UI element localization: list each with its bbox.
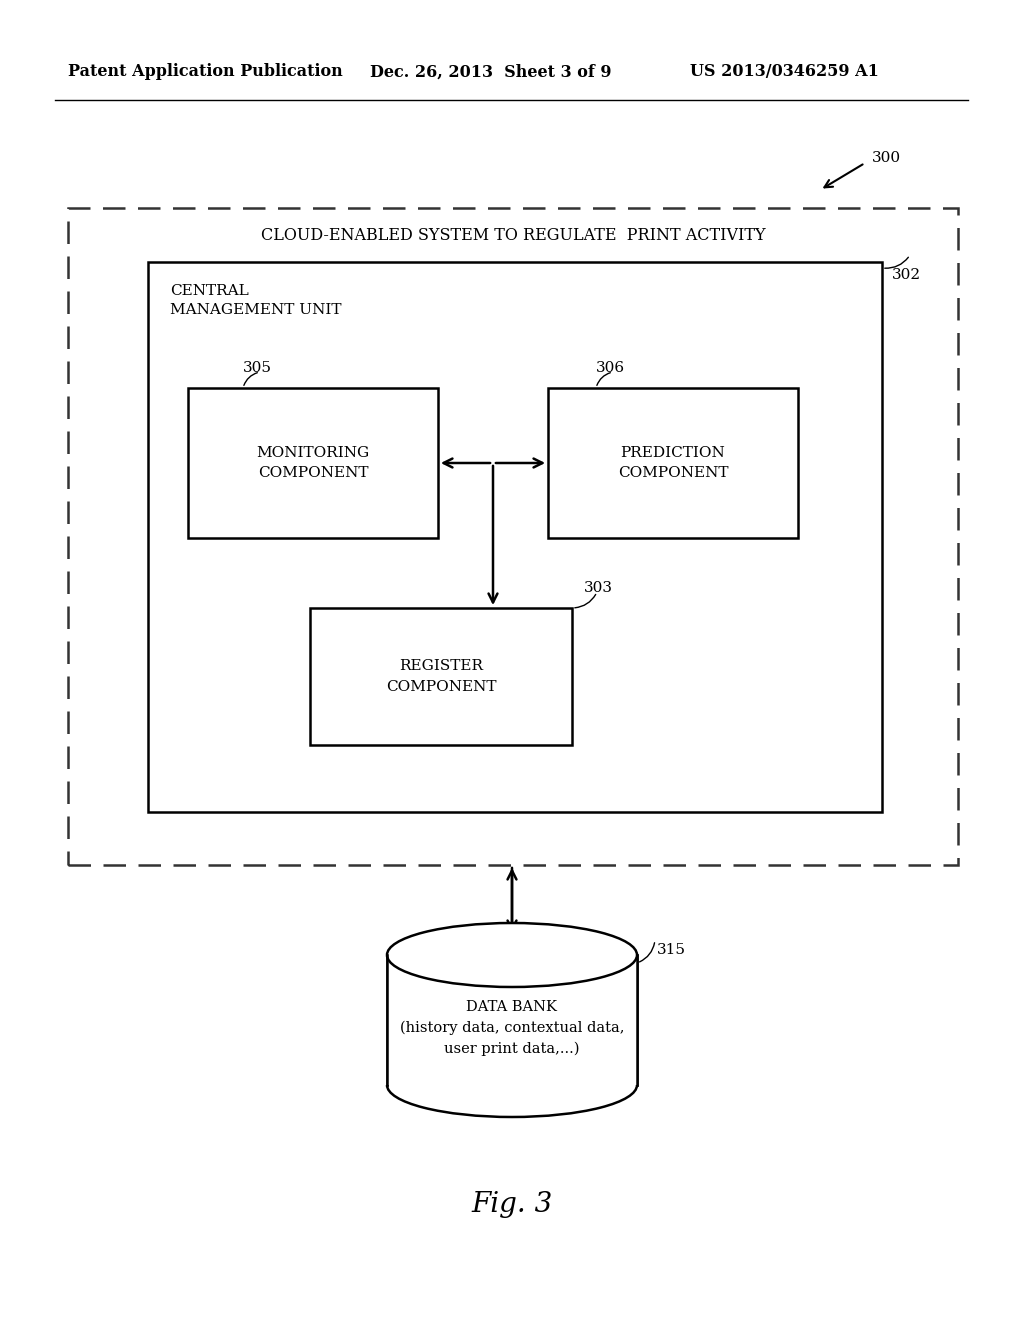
Text: REGISTER
COMPONENT: REGISTER COMPONENT: [386, 659, 497, 694]
Text: 302: 302: [892, 268, 922, 282]
Text: Patent Application Publication: Patent Application Publication: [68, 63, 343, 81]
Bar: [310, 609, 572, 744]
Text: 300: 300: [872, 150, 901, 165]
Text: US 2013/0346259 A1: US 2013/0346259 A1: [690, 63, 879, 81]
Bar: [68, 209, 958, 865]
Text: DATA BANK
(history data, contextual data,
user print data,...): DATA BANK (history data, contextual data…: [399, 999, 625, 1056]
Text: MONITORING
COMPONENT: MONITORING COMPONENT: [256, 446, 370, 480]
Text: CLOUD-ENABLED SYSTEM TO REGULATE  PRINT ACTIVITY: CLOUD-ENABLED SYSTEM TO REGULATE PRINT A…: [261, 227, 765, 244]
Text: 306: 306: [596, 360, 625, 375]
Bar: [188, 388, 438, 539]
Text: 315: 315: [657, 942, 686, 957]
Bar: [387, 954, 637, 1085]
Text: Fig. 3: Fig. 3: [471, 1192, 553, 1218]
Text: 305: 305: [243, 360, 272, 375]
Text: PREDICTION
COMPONENT: PREDICTION COMPONENT: [617, 446, 728, 480]
Text: 303: 303: [584, 581, 613, 595]
Bar: [148, 261, 882, 812]
Text: CENTRAL
MANAGEMENT UNIT: CENTRAL MANAGEMENT UNIT: [170, 284, 341, 318]
Text: Dec. 26, 2013  Sheet 3 of 9: Dec. 26, 2013 Sheet 3 of 9: [370, 63, 611, 81]
Ellipse shape: [387, 923, 637, 987]
Bar: [548, 388, 798, 539]
